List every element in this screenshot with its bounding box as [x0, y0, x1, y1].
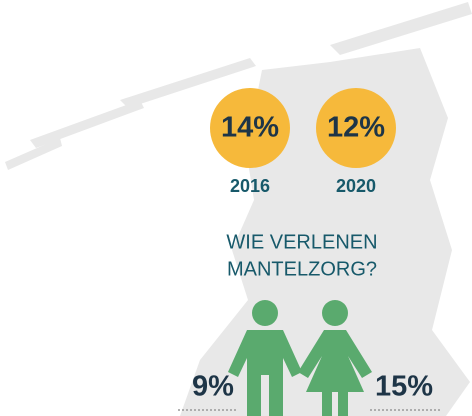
female-icon [298, 300, 372, 416]
stat-value: 12% [327, 112, 385, 144]
stat-year: 2020 [336, 176, 376, 196]
stat-year: 2016 [230, 176, 270, 196]
question: WIE VERLENEN [226, 231, 377, 253]
men-share: 9% [192, 371, 234, 403]
stat-circle [210, 88, 290, 168]
stat-value: 14% [221, 112, 279, 144]
stat-circle [316, 88, 396, 168]
male-icon [228, 300, 302, 416]
women-share: 15% [375, 371, 433, 403]
question: MANTELZORG? [227, 258, 377, 280]
